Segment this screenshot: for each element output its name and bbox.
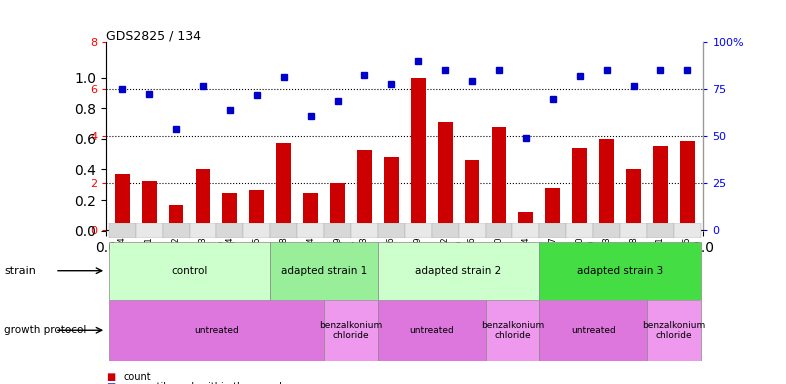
Text: GDS2825 / 134: GDS2825 / 134 (106, 29, 201, 42)
Bar (108, 242, 270, 300)
Bar (378, 223, 405, 238)
Bar (539, 300, 647, 361)
Text: percentile rank within the sample: percentile rank within the sample (123, 382, 288, 384)
Text: untreated: untreated (571, 326, 615, 335)
Bar (519, 212, 533, 230)
Bar (324, 223, 351, 238)
Text: benzalkonium
chloride: benzalkonium chloride (319, 321, 383, 340)
Text: benzalkonium
chloride: benzalkonium chloride (642, 321, 706, 340)
Text: benzalkonium
chloride: benzalkonium chloride (481, 321, 544, 340)
Bar (277, 143, 291, 230)
Bar (545, 188, 560, 230)
Bar (405, 223, 432, 238)
Bar (270, 223, 297, 238)
Bar (196, 169, 211, 230)
Bar (512, 223, 539, 238)
Bar (432, 223, 458, 238)
Bar (486, 300, 539, 361)
Bar (378, 300, 486, 361)
Bar (647, 223, 674, 238)
Bar (189, 223, 216, 238)
Bar (270, 242, 378, 300)
Bar (108, 300, 324, 361)
Bar (411, 78, 426, 230)
Bar (599, 139, 614, 230)
Bar (647, 300, 701, 361)
Text: untreated: untreated (410, 326, 454, 335)
Bar (653, 146, 668, 230)
Text: ■: ■ (106, 382, 116, 384)
Text: count: count (123, 372, 151, 382)
Bar (169, 205, 183, 230)
Bar (222, 193, 237, 230)
Bar (491, 127, 506, 230)
Bar (216, 223, 244, 238)
Bar (357, 151, 372, 230)
Bar (378, 242, 539, 300)
Bar (566, 223, 593, 238)
Bar (303, 193, 318, 230)
Bar (465, 160, 479, 230)
Text: adapted strain 1: adapted strain 1 (281, 266, 367, 276)
Text: strain: strain (4, 266, 36, 276)
Bar (593, 223, 620, 238)
Bar (249, 190, 264, 230)
Bar (141, 181, 156, 230)
Bar (351, 223, 378, 238)
Bar (438, 122, 453, 230)
Bar (324, 300, 378, 361)
Bar (572, 148, 587, 230)
Bar (620, 223, 647, 238)
Bar (539, 242, 701, 300)
Bar (108, 223, 136, 238)
Bar (384, 157, 399, 230)
Bar (115, 174, 130, 230)
Text: ■: ■ (106, 372, 116, 382)
Bar (674, 223, 701, 238)
Bar (458, 223, 486, 238)
Bar (297, 223, 324, 238)
Bar (486, 223, 512, 238)
Bar (136, 223, 163, 238)
Bar (539, 223, 566, 238)
Text: control: control (171, 266, 208, 276)
Text: adapted strain 2: adapted strain 2 (416, 266, 501, 276)
Bar (163, 223, 189, 238)
Bar (626, 169, 641, 230)
Bar (680, 141, 695, 230)
Text: adapted strain 3: adapted strain 3 (577, 266, 663, 276)
Bar (330, 184, 345, 230)
Text: growth protocol: growth protocol (4, 325, 86, 335)
Text: untreated: untreated (194, 326, 239, 335)
Bar (244, 223, 270, 238)
